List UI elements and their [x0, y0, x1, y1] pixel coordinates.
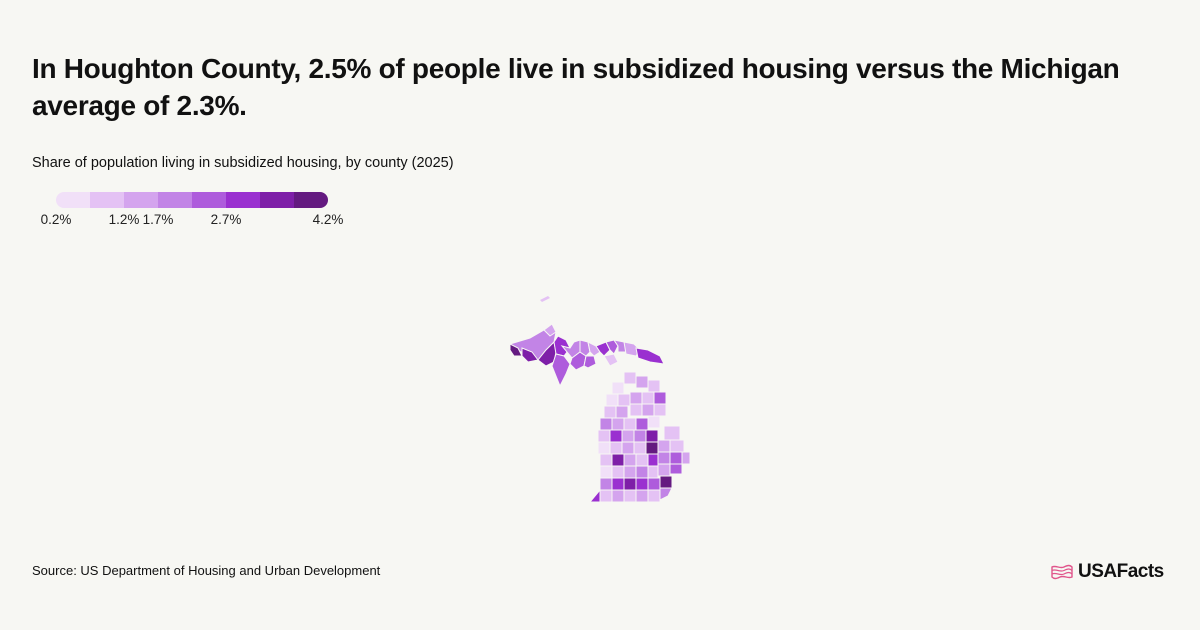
legend-swatch	[56, 192, 90, 208]
chart-title: In Houghton County, 2.5% of people live …	[32, 53, 1120, 121]
us-flag-icon	[1051, 564, 1073, 580]
legend-color-bar	[56, 192, 328, 208]
legend-swatch	[124, 192, 158, 208]
legend-tick-label: 0.2%	[40, 212, 72, 227]
legend-tick-label: 1.2%	[108, 212, 140, 227]
upper-peninsula	[508, 323, 665, 388]
legend-swatch	[294, 192, 328, 208]
legend-tick-label: 2.7%	[210, 212, 242, 227]
source-note: Source: US Department of Housing and Urb…	[32, 563, 381, 578]
legend-tick-label: 4.2%	[312, 212, 344, 227]
legend-swatch	[192, 192, 226, 208]
legend-swatch	[158, 192, 192, 208]
brand-name: USAFacts	[1078, 561, 1164, 582]
michigan-county-map	[508, 296, 691, 503]
legend-swatch	[226, 192, 260, 208]
legend-swatch	[260, 192, 294, 208]
lower-peninsula	[588, 371, 691, 503]
usafacts-logo: USAFacts	[1050, 561, 1164, 583]
legend-swatch	[90, 192, 124, 208]
northern-islands	[540, 296, 550, 302]
chart-subtitle: Share of population living in subsidized…	[32, 155, 454, 171]
color-legend: 0.2% 1.2% 1.7% 2.7% 4.2%	[40, 192, 360, 232]
legend-tick-label: 1.7%	[142, 212, 174, 227]
